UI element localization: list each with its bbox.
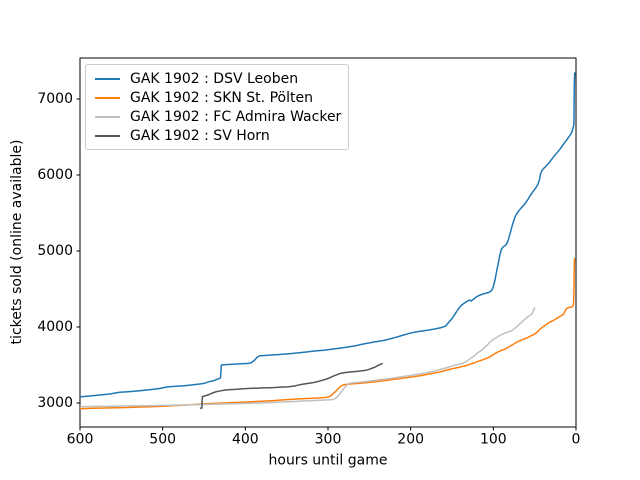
series-line-0 xyxy=(79,72,576,398)
x-tick-label: 400 xyxy=(232,432,259,448)
series-line-1 xyxy=(79,257,576,410)
x-tick-label: 0 xyxy=(572,432,581,448)
y-tick-label: 3000 xyxy=(37,395,73,411)
x-tick-label: 200 xyxy=(397,432,424,448)
x-tick-label: 300 xyxy=(315,432,342,448)
y-tick-label: 5000 xyxy=(37,243,73,259)
x-tick-label: 600 xyxy=(67,432,94,448)
y-tick-label: 6000 xyxy=(37,167,73,183)
axis-ticks: 600 500 400 300 200 100 0 3000 4000 5000 6000 7000 xyxy=(37,91,580,448)
x-axis-label: hours until game xyxy=(269,453,388,469)
x-tick-label: 100 xyxy=(480,432,507,448)
y-axis-label: tickets sold (online available) xyxy=(9,140,25,345)
series-line-3 xyxy=(199,362,383,409)
legend-label: GAK 1902 : FC Admira Wacker xyxy=(130,108,342,125)
legend-line-sample xyxy=(95,134,120,137)
legend-label: GAK 1902 : DSV Leoben xyxy=(130,71,299,88)
legend-label: GAK 1902 : SV Horn xyxy=(130,127,270,144)
legend-label: GAK 1902 : SKN St. Pölten xyxy=(130,90,313,107)
legend-line-sample xyxy=(95,97,120,100)
legend-item: GAK 1902 : SV Horn xyxy=(95,126,342,145)
series-line-2 xyxy=(79,307,536,408)
legend-line-sample xyxy=(95,115,120,118)
y-tick-label: 4000 xyxy=(37,319,73,335)
legend-item: GAK 1902 : DSV Leoben xyxy=(95,70,342,89)
y-tick-label: 7000 xyxy=(37,91,73,107)
legend-line-sample xyxy=(95,78,120,81)
legend-item: GAK 1902 : FC Admira Wacker xyxy=(95,108,342,127)
x-tick-label: 500 xyxy=(149,432,176,448)
legend: GAK 1902 : DSV Leoben GAK 1902 : SKN St. … xyxy=(85,64,349,150)
legend-item: GAK 1902 : SKN St. Pölten xyxy=(95,89,342,108)
series-lines xyxy=(79,72,576,410)
